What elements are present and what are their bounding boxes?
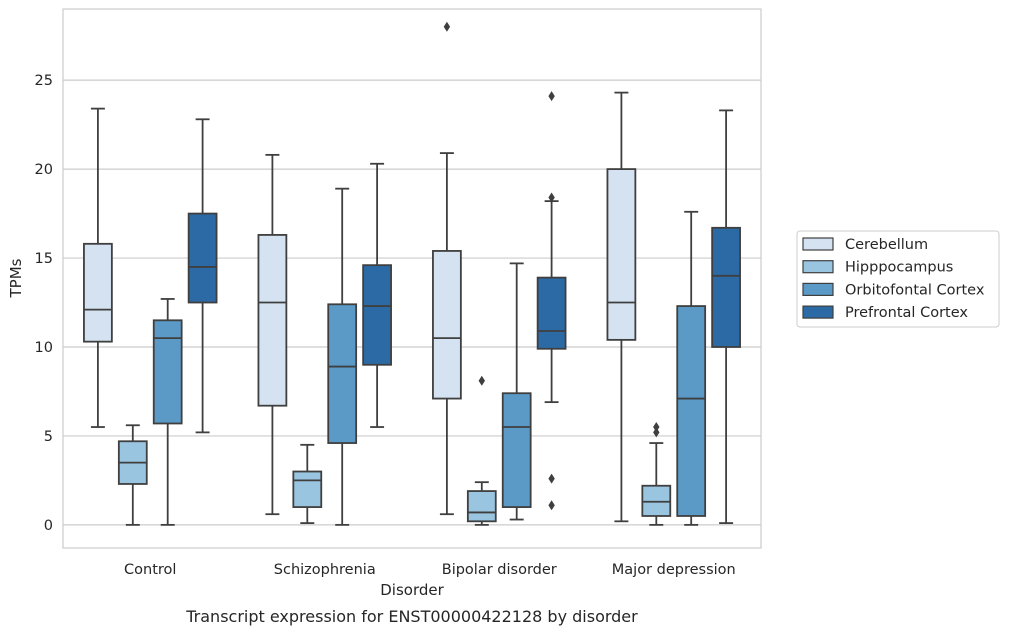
y-tick-label: 20 bbox=[35, 162, 53, 178]
legend-swatch bbox=[802, 260, 834, 274]
legend-label: Hipppocampus bbox=[845, 260, 953, 276]
box-body bbox=[676, 305, 707, 517]
outlier-point bbox=[548, 192, 555, 203]
box-body bbox=[432, 250, 462, 400]
box-hipppocampus bbox=[466, 375, 497, 526]
plot-boxes bbox=[83, 21, 741, 526]
x-axis-ticks: Control Schizophrenia Bipolar disorder Majo… bbox=[124, 562, 736, 578]
box-body bbox=[501, 392, 532, 508]
x-tick-label: Control bbox=[124, 562, 176, 578]
box-body bbox=[83, 242, 113, 343]
box-body bbox=[466, 490, 497, 523]
box-body bbox=[536, 276, 567, 350]
outlier-point bbox=[653, 422, 660, 433]
box-orbitofontal-cortex bbox=[327, 187, 358, 526]
legend-swatch bbox=[802, 282, 834, 296]
box-cerebellum bbox=[257, 153, 288, 516]
box-hipppocampus bbox=[641, 422, 672, 526]
box-prefrontal-cortex bbox=[187, 118, 218, 434]
box-prefrontal-cortex bbox=[536, 91, 567, 511]
outlier-point bbox=[548, 500, 555, 511]
legend: Cerebellum Hipppocampus Orbitofontal Corte… bbox=[796, 230, 1000, 328]
y-tick-label: 5 bbox=[44, 429, 53, 445]
box-cerebellum bbox=[432, 21, 462, 516]
box-orbitofontal-cortex bbox=[676, 210, 707, 526]
box-body bbox=[606, 168, 637, 341]
legend-label: Orbitofontal Cortex bbox=[845, 282, 985, 298]
box-hipppocampus bbox=[292, 443, 323, 524]
box-cerebellum bbox=[606, 91, 637, 523]
box-orbitofontal-cortex bbox=[501, 262, 532, 521]
y-tick-label: 10 bbox=[35, 340, 53, 356]
x-axis-label: Disorder bbox=[380, 581, 444, 599]
legend-swatch bbox=[802, 237, 834, 251]
y-axis-ticks: 0 5 10 15 20 25 bbox=[35, 73, 53, 534]
box-body bbox=[152, 319, 183, 425]
box-body bbox=[292, 470, 323, 508]
legend-frame bbox=[796, 230, 1000, 328]
outlier-point bbox=[443, 21, 451, 32]
outlier-point bbox=[478, 375, 485, 386]
y-tick-label: 15 bbox=[35, 251, 53, 267]
x-tick-label: Bipolar disorder bbox=[442, 562, 557, 578]
x-tick-label: Major depression bbox=[612, 562, 736, 578]
outlier-point bbox=[653, 427, 660, 438]
box-cerebellum bbox=[83, 107, 113, 428]
box-prefrontal-cortex bbox=[711, 109, 741, 524]
box-body bbox=[327, 303, 358, 444]
y-tick-label: 0 bbox=[44, 518, 53, 534]
plot-frame bbox=[62, 8, 762, 549]
outlier-point bbox=[548, 473, 555, 484]
y-axis-label: TPMs bbox=[7, 258, 25, 298]
legend-swatch bbox=[802, 305, 834, 319]
chart-caption: Transcript expression for ENST0000042212… bbox=[185, 607, 638, 626]
x-tick-label: Schizophrenia bbox=[274, 562, 376, 578]
box-body bbox=[362, 264, 392, 366]
legend-label: Prefrontal Cortex bbox=[845, 305, 968, 321]
box-hipppocampus bbox=[117, 424, 148, 526]
box-body bbox=[187, 212, 218, 304]
legend-label: Cerebellum bbox=[845, 237, 928, 253]
y-tick-label: 25 bbox=[35, 73, 53, 89]
box-orbitofontal-cortex bbox=[152, 298, 183, 526]
box-body bbox=[711, 226, 741, 348]
box-body bbox=[257, 234, 288, 407]
outlier-point bbox=[548, 91, 555, 102]
box-prefrontal-cortex bbox=[362, 162, 392, 428]
